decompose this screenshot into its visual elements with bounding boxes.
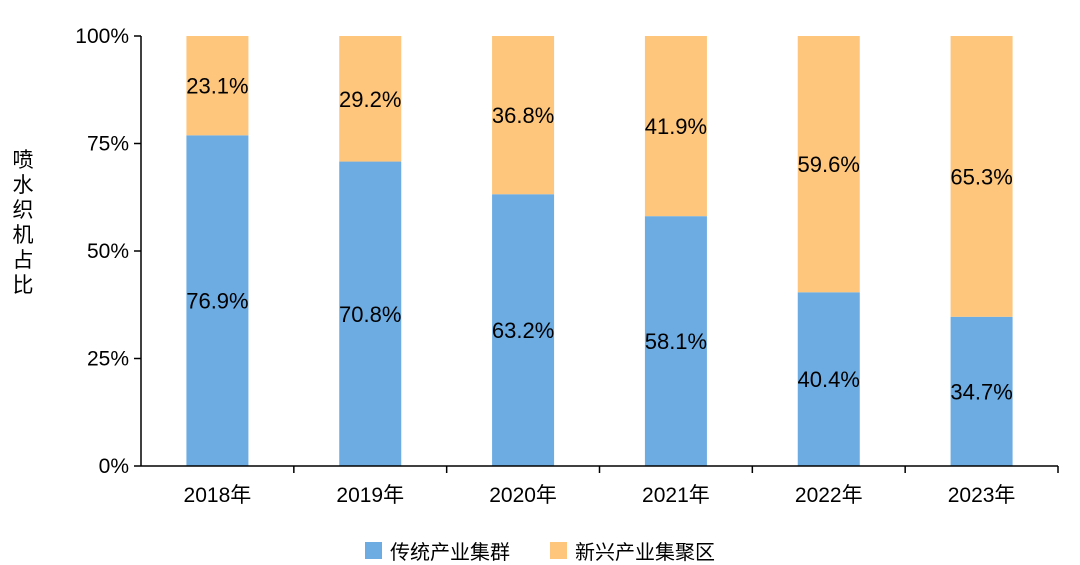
- x-tick-label: 2021年: [642, 484, 710, 507]
- y-tick-label: 25%: [87, 348, 129, 371]
- bar-segment-emerging: [186, 36, 249, 136]
- data-label: 58.1%: [645, 329, 707, 354]
- data-label: 29.2%: [339, 87, 401, 112]
- data-label: 40.4%: [798, 367, 860, 392]
- legend-swatch-emerging: [550, 542, 567, 559]
- bar-segment-traditional: [797, 292, 860, 466]
- data-label: 59.6%: [798, 152, 860, 177]
- legend-item-traditional: 传统产业集群: [365, 536, 510, 565]
- bar-segment-traditional: [644, 216, 707, 466]
- data-label: 36.8%: [492, 103, 554, 128]
- bar-segment-traditional: [492, 194, 555, 467]
- y-tick-label: 0%: [99, 455, 129, 478]
- data-label: 65.3%: [950, 164, 1012, 189]
- data-labels: 76.9% 23.1% 70.8% 29.2% 63.2% 36.8% 58.1% 41.9%…: [186, 74, 1013, 405]
- data-label: 34.7%: [950, 379, 1012, 404]
- x-tick-label: 2022年: [795, 484, 863, 507]
- legend-label-emerging: 新兴产业集聚区: [575, 540, 715, 564]
- x-tick-label: 2020年: [489, 484, 557, 507]
- legend-swatch-traditional: [365, 542, 382, 559]
- data-label: 63.2%: [492, 318, 554, 343]
- data-label: 70.8%: [339, 302, 401, 327]
- bars: [186, 36, 1013, 467]
- y-tick-label: 50%: [87, 240, 129, 263]
- y-tick-label: 100%: [75, 25, 129, 48]
- bar-segment-emerging: [339, 36, 402, 162]
- legend-label-traditional: 传统产业集群: [390, 540, 510, 564]
- bar-segment-emerging: [644, 36, 707, 217]
- legend: 传统产业集群 新兴产业集聚区: [0, 536, 1080, 565]
- bar-segment-emerging: [797, 36, 860, 293]
- data-label: 41.9%: [645, 114, 707, 139]
- x-tick-label: 2019年: [336, 484, 404, 507]
- x-tick-label: 2023年: [948, 484, 1016, 507]
- y-axis-ticks: 0% 25% 50% 75% 100%: [75, 25, 141, 478]
- bar-segment-emerging: [950, 36, 1013, 317]
- y-axis-label: 喷水织机占比: [12, 148, 34, 297]
- y-tick-label: 75%: [87, 133, 129, 156]
- data-label: 23.1%: [186, 74, 248, 99]
- data-label: 76.9%: [186, 289, 248, 314]
- x-tick-label: 2018年: [184, 484, 252, 507]
- bar-segment-emerging: [492, 36, 555, 195]
- bar-segment-traditional: [186, 135, 249, 466]
- bar-segment-traditional: [339, 161, 402, 466]
- bar-segment-traditional: [950, 316, 1013, 466]
- x-axis-ticks: 2018年 2019年 2020年 2021年 2022年 2023年: [184, 466, 1059, 507]
- legend-item-emerging: 新兴产业集聚区: [550, 536, 715, 565]
